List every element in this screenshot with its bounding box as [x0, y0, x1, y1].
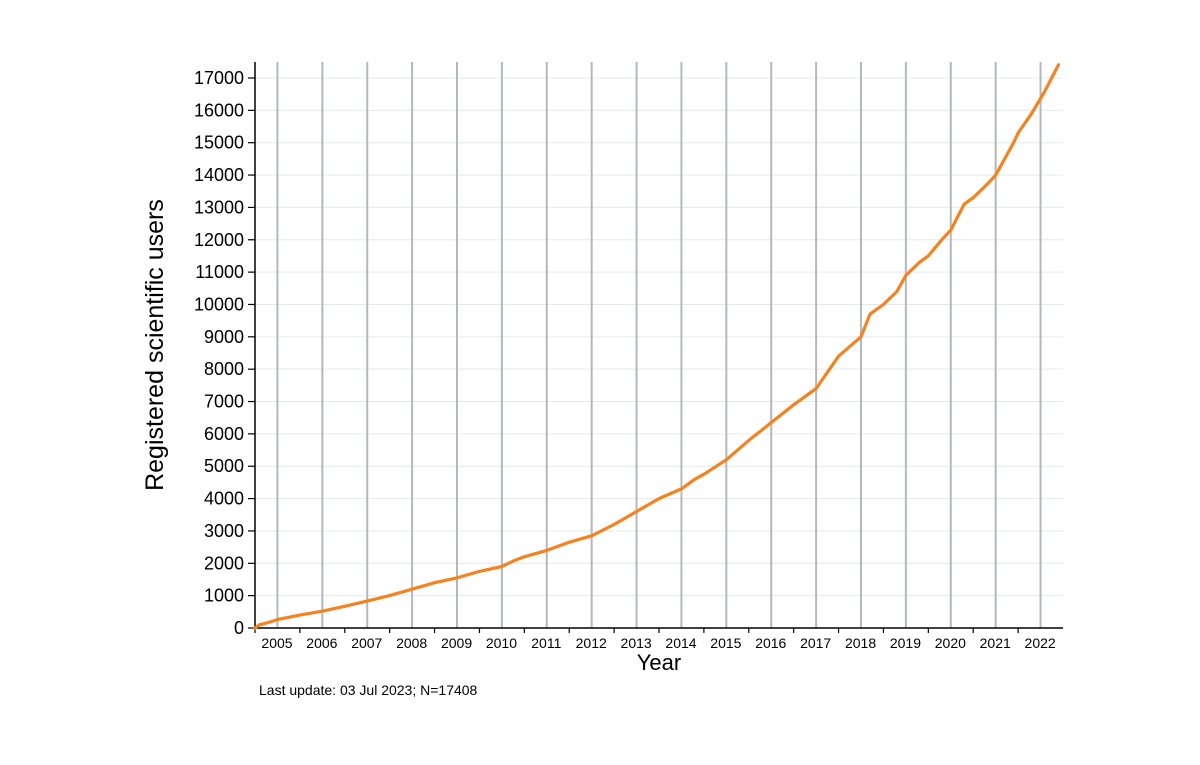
series-group [253, 63, 1061, 630]
y-tick-label: 16000 [194, 100, 244, 120]
x-tick-label: 2020 [935, 635, 966, 651]
x-tick-label: 2012 [576, 635, 607, 651]
x-tick-label: 2019 [890, 635, 921, 651]
x-tick-label: 2007 [351, 635, 382, 651]
y-tick-label: 9000 [204, 327, 244, 347]
y-tick-label: 12000 [194, 230, 244, 250]
x-tick-label: 2008 [396, 635, 427, 651]
y-tick-label: 1000 [204, 586, 244, 606]
x-axis-label: Year [637, 650, 681, 675]
vertical-grid [276, 62, 1042, 628]
update-note: Last update: 03 Jul 2023; N=17408 [259, 682, 478, 698]
y-tick-label: 7000 [204, 392, 244, 412]
y-tick-label: 13000 [194, 197, 244, 217]
y-tick-label: 8000 [204, 359, 244, 379]
series-line [253, 63, 1061, 630]
y-tick-label: 5000 [204, 456, 244, 476]
y-tick-label: 3000 [204, 521, 244, 541]
y-tick-label: 10000 [194, 294, 244, 314]
x-tick-label: 2015 [710, 635, 741, 651]
y-tick-label: 2000 [204, 553, 244, 573]
x-tick-label: 2016 [755, 635, 786, 651]
x-tick-label: 2021 [980, 635, 1011, 651]
y-tick-label: 15000 [194, 133, 244, 153]
x-tick-label: 2022 [1025, 635, 1056, 651]
x-tick-label: 2005 [261, 635, 292, 651]
y-ticks: 0 1000 2000 3000 4000 5000 6000 7000 8000 9000 100… [194, 68, 255, 638]
x-tick-label: 2006 [306, 635, 337, 651]
horizontal-grid [255, 77, 1063, 597]
y-tick-label: 11000 [195, 262, 244, 282]
y-tick-label: 6000 [204, 424, 244, 444]
y-tick-label: 4000 [204, 489, 244, 509]
x-tick-label: 2013 [621, 635, 652, 651]
x-ticks: 2005 2006 2007 2008 2009 2010 2011 2012 2013 2014… [254, 628, 1056, 651]
x-tick-label: 2018 [845, 635, 876, 651]
x-tick-label: 2014 [665, 635, 696, 651]
x-tick-label: 2011 [531, 635, 561, 651]
y-tick-label: 17000 [194, 68, 244, 88]
x-tick-label: 2010 [486, 635, 517, 651]
y-tick-label: 0 [234, 618, 244, 638]
x-tick-label: 2017 [800, 635, 831, 651]
y-axis-label: Registered scientific users [141, 199, 169, 491]
x-tick-label: 2009 [441, 635, 472, 651]
y-tick-label: 14000 [194, 165, 244, 185]
